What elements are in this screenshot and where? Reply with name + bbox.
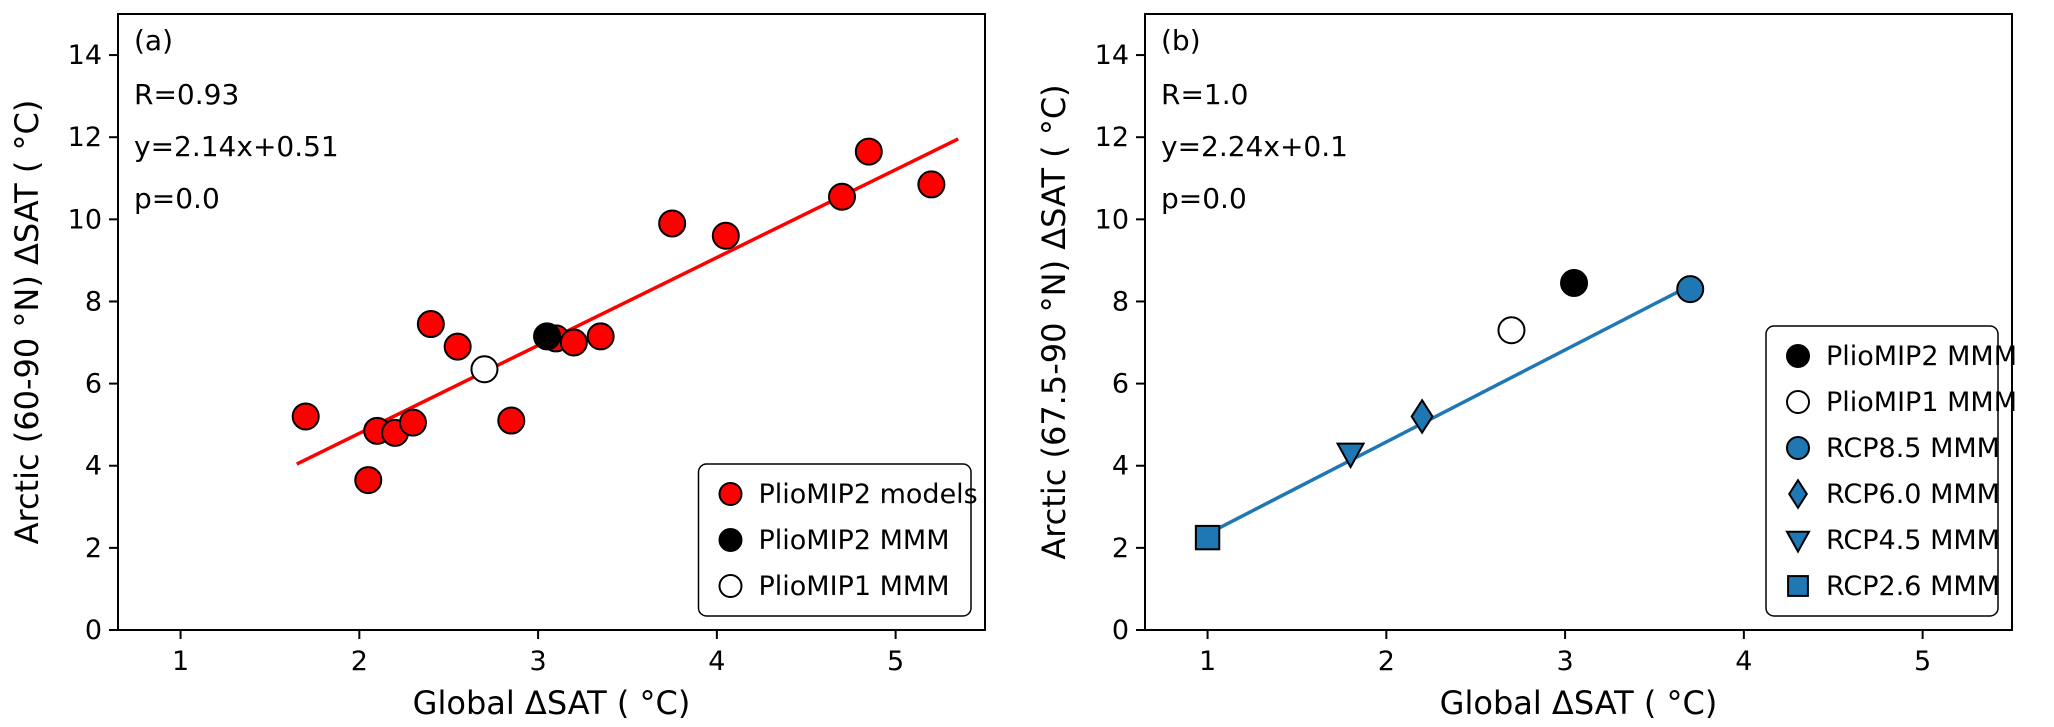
point-pliomip2-models — [586, 322, 615, 351]
point-pliomip1-mmm — [1497, 316, 1526, 345]
x-tick-label: 4 — [1735, 646, 1752, 677]
legend-marker-pliomip1-mmm — [1786, 390, 1810, 414]
x-tick-label: 2 — [1378, 646, 1395, 677]
y-tick-label: 0 — [85, 615, 102, 646]
legend-label-pliomip1-mmm: PlioMIP1 MMM — [759, 571, 950, 602]
point-pliomip2-mmm — [533, 322, 562, 351]
legend-marker-rcp4-5-mmm — [1785, 530, 1811, 554]
x-tick-label: 2 — [351, 646, 368, 677]
stats-line: R=0.93 — [134, 78, 239, 111]
point-pliomip2-mmm — [1560, 268, 1589, 297]
x-tick-label: 3 — [1556, 646, 1573, 677]
x-tick-label: 4 — [708, 646, 725, 677]
x-tick-label: 5 — [887, 646, 904, 677]
legend-marker-rcp2-6-mmm — [1787, 575, 1809, 597]
y-tick-label: 14 — [68, 40, 102, 71]
y-tick-label: 12 — [1095, 122, 1129, 153]
y-tick-label: 4 — [85, 451, 102, 482]
point-rcp8-5-mmm — [1676, 275, 1705, 304]
point-pliomip2-models — [398, 408, 427, 437]
y-tick-label: 12 — [68, 122, 102, 153]
x-tick-label: 3 — [529, 646, 546, 677]
panel-b: 1 2 3 4 5 0 2 4 6 8 10 12 14 Global ΔSAT ( °C) Arctic … — [1027, 0, 2054, 727]
y-tick-label: 2 — [85, 533, 102, 564]
y-tick-label: 8 — [85, 286, 102, 317]
point-pliomip2-models — [291, 402, 320, 431]
point-pliomip1-mmm — [470, 355, 499, 384]
x-tick-label: 1 — [1199, 646, 1216, 677]
point-pliomip2-models — [443, 332, 472, 361]
legend-label-rcp6-0-mmm: RCP6.0 MMM — [1826, 479, 2000, 510]
point-pliomip2-models — [854, 137, 883, 166]
point-pliomip2-models — [917, 170, 946, 199]
panel-label: (b) — [1161, 24, 1201, 57]
x-axis-label: Global ΔSAT ( °C) — [1440, 684, 1718, 722]
point-pliomip2-models — [559, 328, 588, 357]
legend-label-pliomip2-models: PlioMIP2 models — [759, 479, 978, 510]
legend-marker-rcp8-5-mmm — [1786, 436, 1810, 460]
stats-line: y=2.14x+0.51 — [134, 130, 339, 163]
panel-a: 1 2 3 4 5 0 2 4 6 8 10 12 14 Global ΔSAT ( °C) Arctic … — [8, 13, 986, 722]
point-rcp6-0-mmm — [1410, 398, 1434, 435]
y-tick-label: 10 — [1095, 204, 1129, 235]
point-pliomip2-models — [416, 310, 445, 339]
y-tick-label: 10 — [68, 204, 102, 235]
legend-label-rcp8-5-mmm: RCP8.5 MMM — [1826, 433, 2000, 464]
stats-line: y=2.24x+0.1 — [1161, 130, 1348, 163]
legend-marker-pliomip2-mmm — [1786, 344, 1810, 368]
y-tick-label: 8 — [1112, 286, 1129, 317]
legend-marker-pliomip2-mmm — [718, 528, 743, 552]
x-tick-label: 5 — [1914, 646, 1931, 677]
legend-box — [697, 463, 972, 617]
y-tick-label: 4 — [1112, 451, 1129, 482]
y-tick-label: 14 — [1095, 40, 1129, 71]
axes-frame — [1144, 13, 2013, 631]
point-pliomip2-models — [658, 209, 687, 238]
x-tick-label: 1 — [172, 646, 189, 677]
y-tick-label: 2 — [1112, 533, 1129, 564]
legend-label-pliomip2-mmm: PlioMIP2 MMM — [759, 525, 950, 556]
point-pliomip2-models — [354, 466, 383, 495]
point-rcp2-6-mmm — [1194, 524, 1221, 551]
y-tick-label: 6 — [85, 369, 102, 400]
stats-line: R=1.0 — [1161, 78, 1248, 111]
stats-line: p=0.0 — [1161, 182, 1247, 215]
y-tick-label: 0 — [1112, 615, 1129, 646]
legend-box — [1765, 325, 1999, 617]
panel-label: (a) — [134, 24, 173, 57]
point-pliomip2-models — [711, 221, 740, 250]
y-tick-label: 6 — [1112, 369, 1129, 400]
axes-frame — [117, 13, 986, 631]
y-axis-label: Arctic (60-90 °N) ΔSAT ( °C) — [8, 100, 46, 545]
point-rcp4-5-mmm — [1335, 442, 1366, 470]
y-axis-label: Arctic (67.5-90 °N) ΔSAT ( °C) — [1035, 84, 1073, 559]
fit-line — [1206, 283, 1692, 536]
legend-marker-pliomip1-mmm — [718, 574, 743, 598]
point-pliomip2-models — [497, 406, 526, 435]
legend-label-pliomip1-mmm: PlioMIP1 MMM — [1826, 387, 2017, 418]
point-pliomip2-models — [827, 182, 856, 211]
x-axis-label: Global ΔSAT ( °C) — [413, 684, 691, 722]
legend-label-rcp2-6-mmm: RCP2.6 MMM — [1826, 571, 2000, 602]
legend-label-pliomip2-mmm: PlioMIP2 MMM — [1826, 341, 2017, 372]
fit-line — [295, 137, 959, 466]
legend-label-rcp4-5-mmm: RCP4.5 MMM — [1826, 525, 2000, 556]
stats-line: p=0.0 — [134, 182, 220, 215]
legend-marker-pliomip2-models — [718, 482, 743, 506]
legend-marker-rcp6-0-mmm — [1788, 478, 1808, 510]
